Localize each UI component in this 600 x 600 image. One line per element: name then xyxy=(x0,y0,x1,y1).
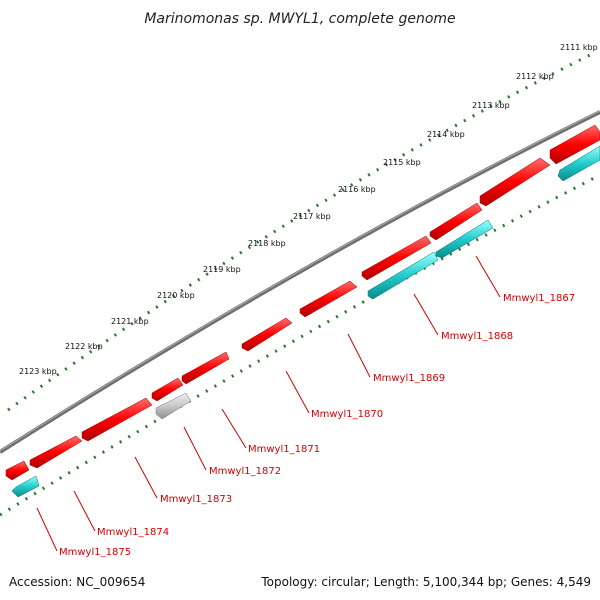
kbp-label-2118: 2118 kbp xyxy=(248,239,286,248)
gene-label-leaders xyxy=(36,255,501,552)
gene-label-1873: Mmwyl1_1873 xyxy=(160,494,232,505)
outer-kbp-ruler xyxy=(7,53,591,412)
gene-feature-reverse-1[interactable] xyxy=(557,145,600,182)
gene-feature-grey[interactable] xyxy=(155,392,192,420)
kbp-label-2115: 2115 kbp xyxy=(383,158,421,167)
kbp-label-2114: 2114 kbp xyxy=(427,130,465,139)
gene-feature-1872b[interactable] xyxy=(151,377,184,402)
gene-label-1871: Mmwyl1_1871 xyxy=(248,444,320,455)
gene-feature-reverse-4[interactable] xyxy=(11,475,40,498)
kbp-label-2112: 2112 kbp xyxy=(516,72,554,81)
genome-backbone xyxy=(0,110,600,454)
gene-feature-1870[interactable] xyxy=(299,280,358,318)
gene-label-1868: Mmwyl1_1868 xyxy=(441,331,513,342)
kbp-label-2121: 2121 kbp xyxy=(111,317,149,326)
gene-label-1872: Mmwyl1_1872 xyxy=(209,466,281,477)
gene-label-1870: Mmwyl1_1870 xyxy=(311,409,383,420)
gene-label-1869: Mmwyl1_1869 xyxy=(373,373,445,384)
forward-genes xyxy=(5,124,600,481)
reverse-genes xyxy=(11,145,600,498)
gene-feature-1869[interactable] xyxy=(361,235,432,281)
gene-label-1867: Mmwyl1_1867 xyxy=(503,293,575,304)
kbp-label-2123: 2123 kbp xyxy=(19,367,57,376)
gene-label-1874: Mmwyl1_1874 xyxy=(97,527,169,538)
kbp-label-2117: 2117 kbp xyxy=(293,212,331,221)
kbp-label-2113: 2113 kbp xyxy=(472,101,510,110)
gene-feature-reverse-3[interactable] xyxy=(367,251,439,300)
kbp-label-2119: 2119 kbp xyxy=(203,265,241,274)
map-title: Marinomonas sp. MWYL1, complete genome xyxy=(144,11,455,27)
gene-feature-1867[interactable] xyxy=(549,124,600,165)
gene-label-1875: Mmwyl1_1875 xyxy=(59,547,131,558)
gene-feature-reverse-2[interactable] xyxy=(435,219,494,259)
gene-feature-1872[interactable] xyxy=(181,351,230,385)
gene-feature-1866[interactable] xyxy=(479,157,551,207)
kbp-label-2122: 2122 kbp xyxy=(65,342,103,351)
topology-text: Topology: circular; Length: 5,100,344 bp… xyxy=(260,575,591,589)
gene-feature-1868[interactable] xyxy=(429,202,483,241)
gene-feature-1875[interactable] xyxy=(5,460,30,481)
genome-backbone-highlight xyxy=(0,110,600,452)
kbp-label-2111: 2111 kbp xyxy=(560,43,598,52)
kbp-label-2120: 2120 kbp xyxy=(157,291,195,300)
gene-feature-1871[interactable] xyxy=(241,317,293,352)
accession-text: Accession: NC_009654 xyxy=(9,575,145,589)
gene-feature-1873[interactable] xyxy=(81,397,153,442)
gene-feature-1874[interactable] xyxy=(29,435,83,469)
kbp-label-2116: 2116 kbp xyxy=(338,185,376,194)
